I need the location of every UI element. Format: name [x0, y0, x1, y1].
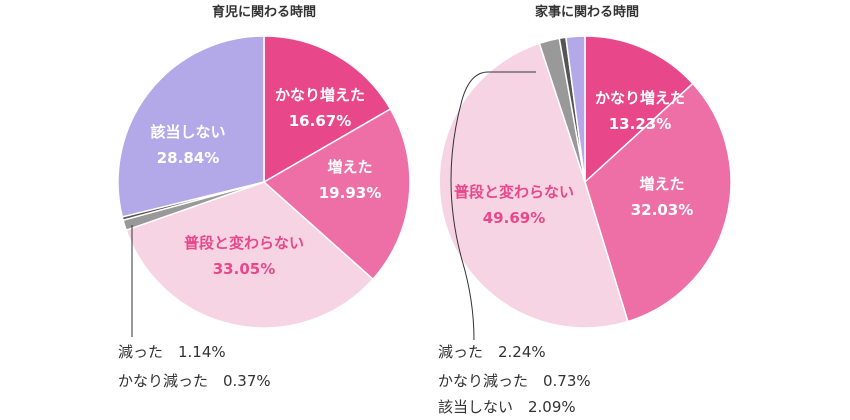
slice-label-1-0: かなり増えた — [595, 89, 685, 107]
slice-value-1-2: 49.69% — [483, 209, 545, 227]
chart-title-housework: 家事に関わる時間 — [535, 4, 639, 20]
pie-slice-1-5 — [565, 35, 586, 183]
pie-slice-0-0 — [263, 35, 392, 184]
note-label-0-4: かなり減った 0.37% — [118, 372, 271, 390]
pie-housework: かなり増えた 13.23% 増えた 32.03% 普段と変わらない 49.69% 減った 2… — [438, 35, 732, 416]
slice-value-0-2: 33.05% — [213, 260, 275, 278]
slice-label-0-0: かなり増えた — [275, 86, 365, 104]
pie-slice-0-2 — [125, 181, 374, 329]
note-label-0-3: 減った 1.14% — [118, 343, 226, 361]
slice-label-0-2: 普段と変わらない — [184, 234, 304, 252]
slice-label-0-1: 増えた — [327, 158, 372, 176]
slice-value-1-0: 13.23% — [609, 115, 671, 133]
leader-line-1 — [450, 71, 536, 341]
pie-slice-0-1 — [262, 108, 411, 281]
slice-value-0-5: 28.84% — [157, 149, 219, 167]
slice-label-1-1: 増えた — [639, 175, 684, 193]
slice-label-1-2: 普段と変わらない — [454, 183, 574, 201]
pie-slice-0-5 — [117, 35, 265, 218]
pie-childcare: かなり増えた 16.67% 増えた 19.93% 普段と変わらない 33.05% 該当しない… — [117, 35, 411, 390]
slice-value-0-0: 16.67% — [289, 112, 351, 130]
chart-title-childcare: 育児に関わる時間 — [212, 4, 316, 20]
note-label-1-3: 減った 2.24% — [438, 343, 546, 361]
pie-slice-1-1 — [584, 82, 732, 323]
note-label-1-5: 該当しない 2.09% — [438, 398, 576, 416]
pie-slice-1-2 — [438, 42, 629, 329]
note-label-1-4: かなり減った 0.73% — [438, 372, 591, 390]
pie-slice-1-0 — [584, 35, 694, 184]
slice-label-0-5: 該当しない — [150, 123, 225, 141]
slice-value-0-1: 19.93% — [319, 184, 381, 202]
slice-value-1-1: 32.03% — [631, 201, 693, 219]
